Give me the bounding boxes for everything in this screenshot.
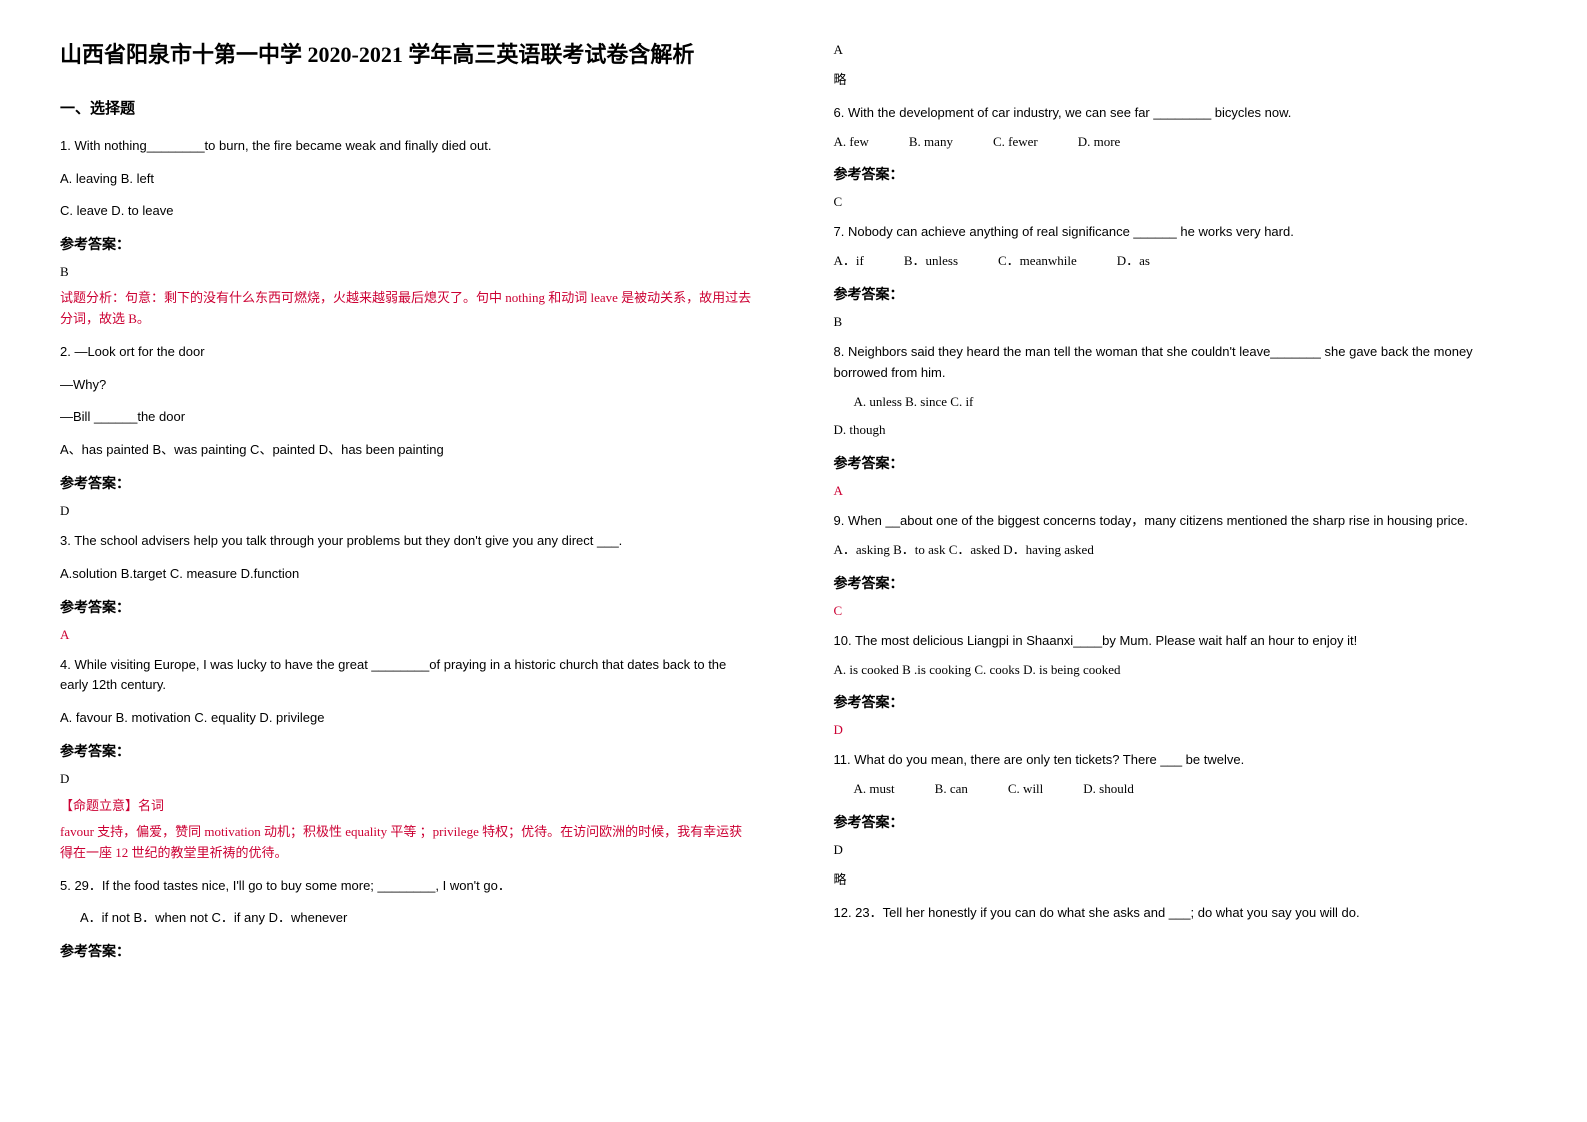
- q7-opt-d: D．as: [1117, 251, 1150, 272]
- q11-opt-c: C. will: [1008, 779, 1043, 800]
- document-title: 山西省阳泉市十第一中学 2020-2021 学年高三英语联考试卷含解析: [60, 40, 754, 71]
- q6-text: 6. With the development of car industry,…: [834, 103, 1528, 124]
- q2-answer: D: [60, 503, 754, 519]
- q3-options: A.solution B.target C. measure D.functio…: [60, 564, 754, 585]
- answer-label: 参考答案：: [60, 473, 754, 493]
- q3-answer: A: [60, 627, 754, 643]
- lue-2: 略: [834, 870, 1528, 891]
- q1-options-a: A. leaving B. left: [60, 169, 754, 190]
- q6-options: A. few B. many C. fewer D. more: [834, 132, 1528, 153]
- answer-label: 参考答案：: [834, 164, 1528, 184]
- q10-text: 10. The most delicious Liangpi in Shaanx…: [834, 631, 1528, 652]
- q2-line1: 2. —Look ort for the door: [60, 342, 754, 363]
- answer-label: 参考答案：: [60, 741, 754, 761]
- q4-annotation: 【命题立意】名词: [60, 795, 754, 814]
- lue-1: 略: [834, 70, 1528, 91]
- q11-options: A. must B. can C. will D. should: [854, 779, 1528, 800]
- answer-label: 参考答案：: [834, 453, 1528, 473]
- left-column: 山西省阳泉市十第一中学 2020-2021 学年高三英语联考试卷含解析 一、选择…: [60, 40, 754, 1082]
- q10-answer: D: [834, 722, 1528, 738]
- q4-answer: D: [60, 771, 754, 787]
- q5-text: 5. 29．If the food tastes nice, I'll go t…: [60, 876, 754, 897]
- q6-opt-b: B. many: [909, 132, 953, 153]
- q4-options: A. favour B. motivation C. equality D. p…: [60, 708, 754, 729]
- q8-options-2: D. though: [834, 420, 1528, 441]
- q7-opt-b: B．unless: [904, 251, 958, 272]
- q12-text: 12. 23．Tell her honestly if you can do w…: [834, 903, 1528, 924]
- q2-options: A、has painted B、was painting C、painted D…: [60, 440, 754, 461]
- q11-opt-a: A. must: [854, 779, 895, 800]
- q11-answer: D: [834, 842, 1528, 858]
- section-heading: 一、选择题: [60, 97, 754, 118]
- q7-options: A．if B．unless C．meanwhile D．as: [834, 251, 1528, 272]
- q8-options-1: A. unless B. since C. if: [854, 392, 1528, 413]
- q1-text: 1. With nothing________to burn, the fire…: [60, 136, 754, 157]
- q4-explain: favour 支持，偏爱，赞同 motivation 动机；积极性 equali…: [60, 822, 754, 864]
- q3-text: 3. The school advisers help you talk thr…: [60, 531, 754, 552]
- q6-opt-c: C. fewer: [993, 132, 1038, 153]
- answer-label: 参考答案：: [834, 812, 1528, 832]
- q11-opt-b: B. can: [935, 779, 968, 800]
- q2-line2: —Why?: [60, 375, 754, 396]
- q6-answer: C: [834, 194, 1528, 210]
- q11-text: 11. What do you mean, there are only ten…: [834, 750, 1528, 771]
- q7-opt-c: C．meanwhile: [998, 251, 1077, 272]
- q5-answer: A: [834, 42, 1528, 58]
- answer-label: 参考答案：: [834, 692, 1528, 712]
- right-column: A 略 6. With the development of car indus…: [834, 40, 1528, 1082]
- q10-options: A. is cooked B .is cooking C. cooks D. i…: [834, 660, 1528, 681]
- q11-opt-d: D. should: [1083, 779, 1134, 800]
- q1-answer: B: [60, 264, 754, 280]
- q9-text: 9. When __about one of the biggest conce…: [834, 511, 1528, 532]
- q1-options-b: C. leave D. to leave: [60, 201, 754, 222]
- q1-explain: 试题分析：句意：剩下的没有什么东西可燃烧，火越来越弱最后熄灭了。句中 nothi…: [60, 288, 754, 330]
- q6-opt-a: A. few: [834, 132, 869, 153]
- q2-line3: —Bill ______the door: [60, 407, 754, 428]
- q7-opt-a: A．if: [834, 251, 864, 272]
- q8-answer: A: [834, 483, 1528, 499]
- answer-label: 参考答案：: [60, 597, 754, 617]
- answer-label: 参考答案：: [60, 941, 754, 961]
- answer-label: 参考答案：: [834, 284, 1528, 304]
- q4-text: 4. While visiting Europe, I was lucky to…: [60, 655, 754, 697]
- q5-options: A．if not B．when not C．if any D．whenever: [80, 908, 754, 929]
- q9-options: A．asking B．to ask C．asked D．having asked: [834, 540, 1528, 561]
- q6-opt-d: D. more: [1078, 132, 1121, 153]
- q8-text: 8. Neighbors said they heard the man tel…: [834, 342, 1528, 384]
- q9-answer: C: [834, 603, 1528, 619]
- q7-text: 7. Nobody can achieve anything of real s…: [834, 222, 1528, 243]
- answer-label: 参考答案：: [834, 573, 1528, 593]
- q7-answer: B: [834, 314, 1528, 330]
- answer-label: 参考答案：: [60, 234, 754, 254]
